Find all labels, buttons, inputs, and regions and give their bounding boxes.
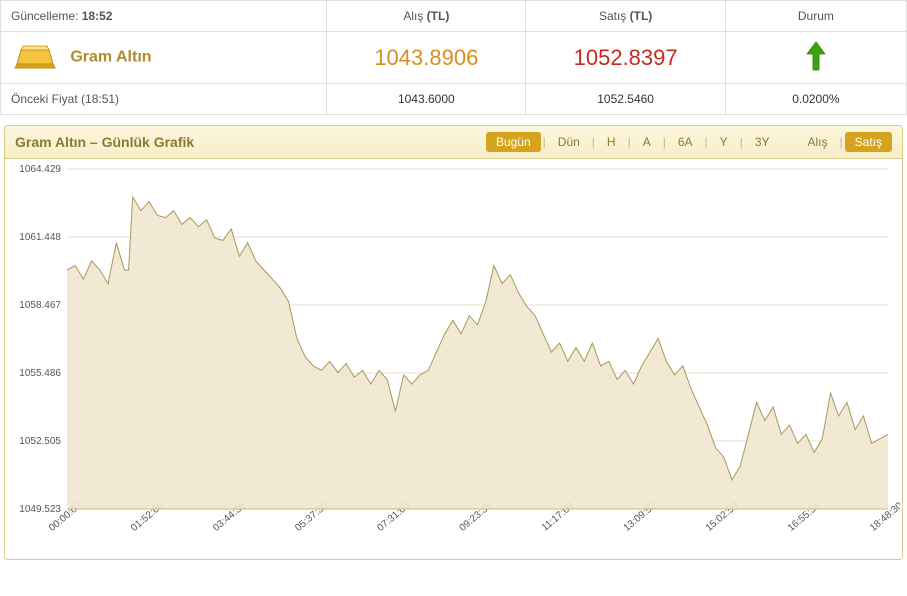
tab-separator: |: [703, 135, 710, 149]
change-pct: 0.0200%: [725, 84, 906, 115]
svg-text:1061.448: 1061.448: [19, 232, 61, 243]
alis-price: 1043.8906: [374, 45, 478, 70]
tab-period-Dün[interactable]: Dün: [548, 132, 590, 152]
tab-period-3Y[interactable]: 3Y: [745, 132, 780, 152]
price-summary-table: Güncelleme: 18:52 Alış (TL) Satış (TL) D…: [0, 0, 907, 115]
tab-period-H[interactable]: H: [597, 132, 626, 152]
prev-alis: 1043.6000: [327, 84, 526, 115]
asset-name: Gram Altın: [70, 49, 151, 66]
chart-area: 1064.429 1061.448 1058.467 1055.486 1052.505…: [5, 159, 902, 559]
alis-cell: 1043.8906: [327, 32, 526, 84]
prev-satis: 1052.5460: [526, 84, 725, 115]
chart-panel: Gram Altın – Günlük Grafik Bugün|Dün|H|A…: [4, 125, 903, 560]
prev-label: Önceki Fiyat (18:51): [1, 84, 327, 115]
chart-tabs: Bugün|Dün|H|A|6A|Y|3YAlış|Satış: [486, 132, 892, 152]
chart-svg: 1064.429 1061.448 1058.467 1055.486 1052.505…: [5, 159, 900, 559]
svg-text:1064.429: 1064.429: [19, 164, 61, 175]
tab-separator: |: [590, 135, 597, 149]
svg-text:1058.467: 1058.467: [19, 300, 61, 311]
status-cell: [725, 32, 906, 84]
update-time: 18:52: [82, 9, 113, 23]
svg-text:1049.523: 1049.523: [19, 504, 61, 515]
tab-separator: |: [738, 135, 745, 149]
arrow-up-icon: [805, 40, 827, 75]
col-status-header: Durum: [725, 1, 906, 32]
satis-price: 1052.8397: [574, 45, 678, 70]
tab-side-Alış[interactable]: Alış: [798, 132, 838, 152]
update-label: Güncelleme:: [11, 9, 78, 23]
gold-bar-icon: [11, 42, 59, 73]
tab-period-A[interactable]: A: [633, 132, 661, 152]
prev-row: Önceki Fiyat (18:51) 1043.6000 1052.5460…: [1, 84, 907, 115]
tab-separator: |: [661, 135, 668, 149]
svg-text:1052.505: 1052.505: [19, 436, 61, 447]
tab-separator: |: [541, 135, 548, 149]
chart-header: Gram Altın – Günlük Grafik Bugün|Dün|H|A…: [5, 126, 902, 159]
tab-side-Satış[interactable]: Satış: [845, 132, 892, 152]
asset-row: Gram Altın 1043.8906 1052.8397: [1, 32, 907, 84]
tab-period-6A[interactable]: 6A: [668, 132, 703, 152]
update-header: Güncelleme: 18:52: [1, 1, 327, 32]
satis-cell: 1052.8397: [526, 32, 725, 84]
tab-period-Bugün[interactable]: Bugün: [486, 132, 541, 152]
header-row: Güncelleme: 18:52 Alış (TL) Satış (TL) D…: [1, 1, 907, 32]
tab-period-Y[interactable]: Y: [710, 132, 738, 152]
tab-separator: |: [626, 135, 633, 149]
col-satis-header: Satış (TL): [526, 1, 725, 32]
col-alis-header: Alış (TL): [327, 1, 526, 32]
chart-title: Gram Altın – Günlük Grafik: [15, 134, 194, 150]
asset-name-cell: Gram Altın: [1, 32, 327, 84]
svg-text:1055.486: 1055.486: [19, 368, 61, 379]
tab-separator: |: [838, 135, 845, 149]
